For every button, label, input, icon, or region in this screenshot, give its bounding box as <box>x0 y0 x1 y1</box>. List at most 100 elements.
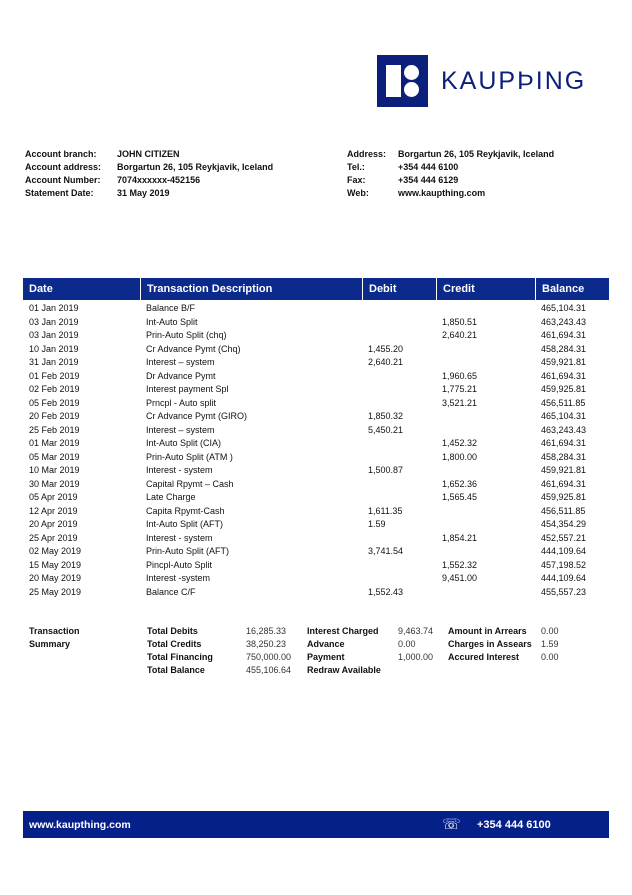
summary-value: 0.00 <box>541 652 559 662</box>
cell-balance: 461,694.31 <box>541 330 587 341</box>
cell-balance: 456,511.85 <box>541 505 586 516</box>
table-row: 31 Jan 2019 Interest – system 2,640.21 459,… <box>0 357 632 370</box>
account-label: Statement Date: <box>25 188 94 198</box>
cell-debit: 2,640.21 <box>368 357 404 368</box>
cell-date: 01 Jan 2019 <box>29 303 79 313</box>
summary-value: 38,250.23 <box>246 639 287 649</box>
cell-balance: 465,104.31 <box>541 411 587 422</box>
cell-description: Interest payment Spl <box>146 384 229 395</box>
column-header-balance: Balance <box>536 278 609 300</box>
table-row: 05 Mar 2019 Prin-Auto Split (ATM ) 1,800.0… <box>0 452 632 465</box>
contact-label: Address: <box>347 149 387 159</box>
cell-date: 31 Jan 2019 <box>29 357 79 368</box>
cell-description: Interest - system <box>146 465 213 476</box>
logo-icon <box>377 55 428 107</box>
cell-date: 25 Feb 2019 <box>29 424 80 435</box>
cell-description: Interest -system <box>146 573 211 584</box>
cell-credit: 1,775.21 <box>442 384 478 395</box>
summary-value: 1,000.00 <box>398 652 434 662</box>
cell-debit: 1,455.20 <box>368 343 404 354</box>
cell-date: 10 Mar 2019 <box>29 465 80 476</box>
table-row: 02 May 2019 Prin-Auto Split (AFT) 3,741.54… <box>0 546 632 559</box>
cell-date: 12 Apr 2019 <box>29 505 78 516</box>
cell-date: 10 Jan 2019 <box>29 343 79 354</box>
cell-credit: 1,854.21 <box>442 532 478 543</box>
cell-date: 05 Mar 2019 <box>29 451 80 462</box>
cell-description: Int-Auto Split (AFT) <box>146 519 224 530</box>
contact-value: www.kaupthing.com <box>398 188 486 198</box>
table-row: 25 May 2019 Balance C/F 1,552.43 455,557.23 <box>0 587 632 600</box>
summary-value: 16,285.33 <box>246 626 287 636</box>
cell-date: 01 Mar 2019 <box>29 438 80 449</box>
summary-label: Total Debits <box>147 626 198 636</box>
column-header-description: Transaction Description <box>141 278 362 300</box>
cell-balance: 463,243.43 <box>541 424 587 435</box>
cell-description: Cr Advance Pymt (GIRO) <box>146 411 248 422</box>
cell-credit: 1,960.65 <box>442 370 478 381</box>
table-row: 02 Feb 2019 Interest payment Spl 1,775.21 4… <box>0 384 632 397</box>
cell-description: Pincpl-Auto Split <box>146 559 213 570</box>
cell-description: Capital Rpymt – Cash <box>146 478 234 489</box>
contact-value: +354 444 6100 <box>398 162 459 172</box>
cell-date: 01 Feb 2019 <box>29 370 80 381</box>
cell-description: Prncpl - Auto split <box>146 397 217 408</box>
cell-description: Int-Auto Split (CIA) <box>146 438 222 449</box>
cell-credit: 1,800.00 <box>442 451 478 462</box>
cell-date: 20 May 2019 <box>29 573 82 584</box>
account-value: Borgartun 26, 105 Reykjavik, Iceland <box>117 162 274 172</box>
cell-date: 20 Feb 2019 <box>29 411 80 422</box>
summary-value: 9,463.74 <box>398 626 434 636</box>
cell-description: Interest - system <box>146 532 213 543</box>
cell-credit: 9,451.00 <box>442 573 478 584</box>
cell-balance: 458,284.31 <box>541 343 587 354</box>
cell-balance: 458,284.31 <box>541 451 587 462</box>
cell-debit: 1.59 <box>368 519 386 530</box>
cell-balance: 456,511.85 <box>541 397 586 408</box>
cell-date: 03 Jan 2019 <box>29 316 79 327</box>
cell-debit: 1,500.87 <box>368 465 404 476</box>
account-value: 31 May 2019 <box>117 188 170 198</box>
contact-label: Web: <box>347 188 369 198</box>
table-row: 01 Jan 2019 Balance B/F 465,104.31 <box>0 303 632 316</box>
cell-date: 20 Apr 2019 <box>29 519 78 530</box>
cell-description: Interest – system <box>146 357 215 368</box>
cell-description: Dr Advance Pymt <box>146 370 216 381</box>
cell-balance: 459,925.81 <box>541 492 587 503</box>
cell-debit: 3,741.54 <box>368 546 404 557</box>
summary-label: Advance <box>307 639 345 649</box>
table-row: 03 Jan 2019 Prin-Auto Split (chq) 2,640.21… <box>0 330 632 343</box>
cell-balance: 461,694.31 <box>541 478 587 489</box>
cell-description: Cr Advance Pymt (Chq) <box>146 343 241 354</box>
footer-website-link[interactable]: www.kaupthing.com <box>29 819 131 831</box>
table-row: 20 May 2019 Interest -system 9,451.00 444,1… <box>0 573 632 586</box>
table-row: 25 Apr 2019 Interest - system 1,854.21 452,… <box>0 533 632 546</box>
cell-description: Prin-Auto Split (ATM ) <box>146 451 233 462</box>
table-row: 20 Apr 2019 Int-Auto Split (AFT) 1.59 454,3… <box>0 519 632 532</box>
cell-credit: 1,552.32 <box>442 559 478 570</box>
account-label: Account address: <box>25 162 102 172</box>
cell-date: 02 Feb 2019 <box>29 384 80 395</box>
cell-debit: 5,450.21 <box>368 424 404 435</box>
footer-bar: www.kaupthing.com ☏ +354 444 6100 <box>23 811 609 838</box>
cell-credit: 2,640.21 <box>442 330 478 341</box>
cell-credit: 1,652.36 <box>442 478 478 489</box>
summary-label: Total Credits <box>147 639 202 649</box>
account-value: 7074xxxxxx-452156 <box>117 175 201 185</box>
cell-balance: 457,198.52 <box>541 559 587 570</box>
cell-credit: 3,521.21 <box>442 397 478 408</box>
summary-label: Total Balance <box>147 665 205 675</box>
table-row: 12 Apr 2019 Capita Rpymt-Cash 1,611.35 456,… <box>0 506 632 519</box>
brand-name: KAUPÞING <box>441 67 587 95</box>
cell-date: 05 Apr 2019 <box>29 492 78 503</box>
summary-label: Total Financing <box>147 652 213 662</box>
summary-value: 1.59 <box>541 639 559 649</box>
cell-date: 15 May 2019 <box>29 559 82 570</box>
summary-title-2: Summary <box>29 639 71 649</box>
cell-description: Prin-Auto Split (chq) <box>146 330 227 341</box>
table-row: 15 May 2019 Pincpl-Auto Split 1,552.32 457,… <box>0 560 632 573</box>
cell-balance: 444,109.64 <box>541 546 587 557</box>
table-row: 10 Mar 2019 Interest - system 1,500.87 459,… <box>0 465 632 478</box>
account-value: JOHN CITIZEN <box>117 149 180 159</box>
summary-label: Charges in Assears <box>448 639 532 649</box>
table-row: 25 Feb 2019 Interest – system 5,450.21 463,… <box>0 425 632 438</box>
